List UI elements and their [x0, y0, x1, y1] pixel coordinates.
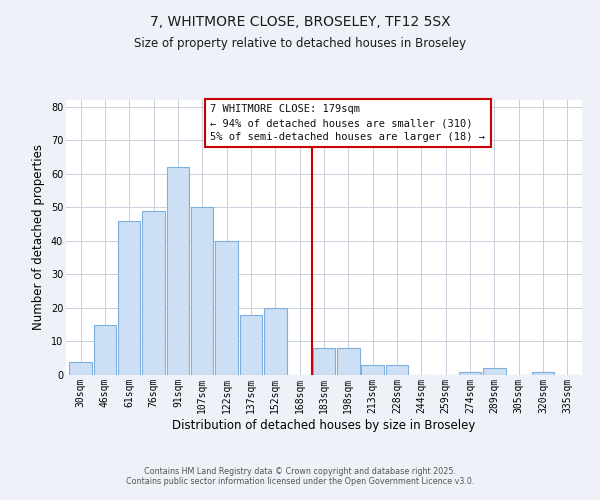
Bar [459, 372, 481, 375]
Bar [70, 362, 92, 375]
Bar [532, 372, 554, 375]
Bar [142, 210, 165, 375]
Text: Size of property relative to detached houses in Broseley: Size of property relative to detached ho… [134, 38, 466, 51]
Bar [483, 368, 506, 375]
X-axis label: Distribution of detached houses by size in Broseley: Distribution of detached houses by size … [172, 418, 476, 432]
Bar [386, 365, 408, 375]
Bar [313, 348, 335, 375]
Bar [240, 314, 262, 375]
Bar [361, 365, 384, 375]
Bar [118, 220, 140, 375]
Text: Contains public sector information licensed under the Open Government Licence v3: Contains public sector information licen… [126, 477, 474, 486]
Bar [264, 308, 287, 375]
Bar [215, 241, 238, 375]
Text: Contains HM Land Registry data © Crown copyright and database right 2025.: Contains HM Land Registry data © Crown c… [144, 467, 456, 476]
Bar [94, 324, 116, 375]
Y-axis label: Number of detached properties: Number of detached properties [32, 144, 45, 330]
Text: 7, WHITMORE CLOSE, BROSELEY, TF12 5SX: 7, WHITMORE CLOSE, BROSELEY, TF12 5SX [149, 15, 451, 29]
Bar [167, 167, 189, 375]
Bar [337, 348, 359, 375]
Bar [191, 208, 214, 375]
Text: 7 WHITMORE CLOSE: 179sqm
← 94% of detached houses are smaller (310)
5% of semi-d: 7 WHITMORE CLOSE: 179sqm ← 94% of detach… [211, 104, 485, 142]
